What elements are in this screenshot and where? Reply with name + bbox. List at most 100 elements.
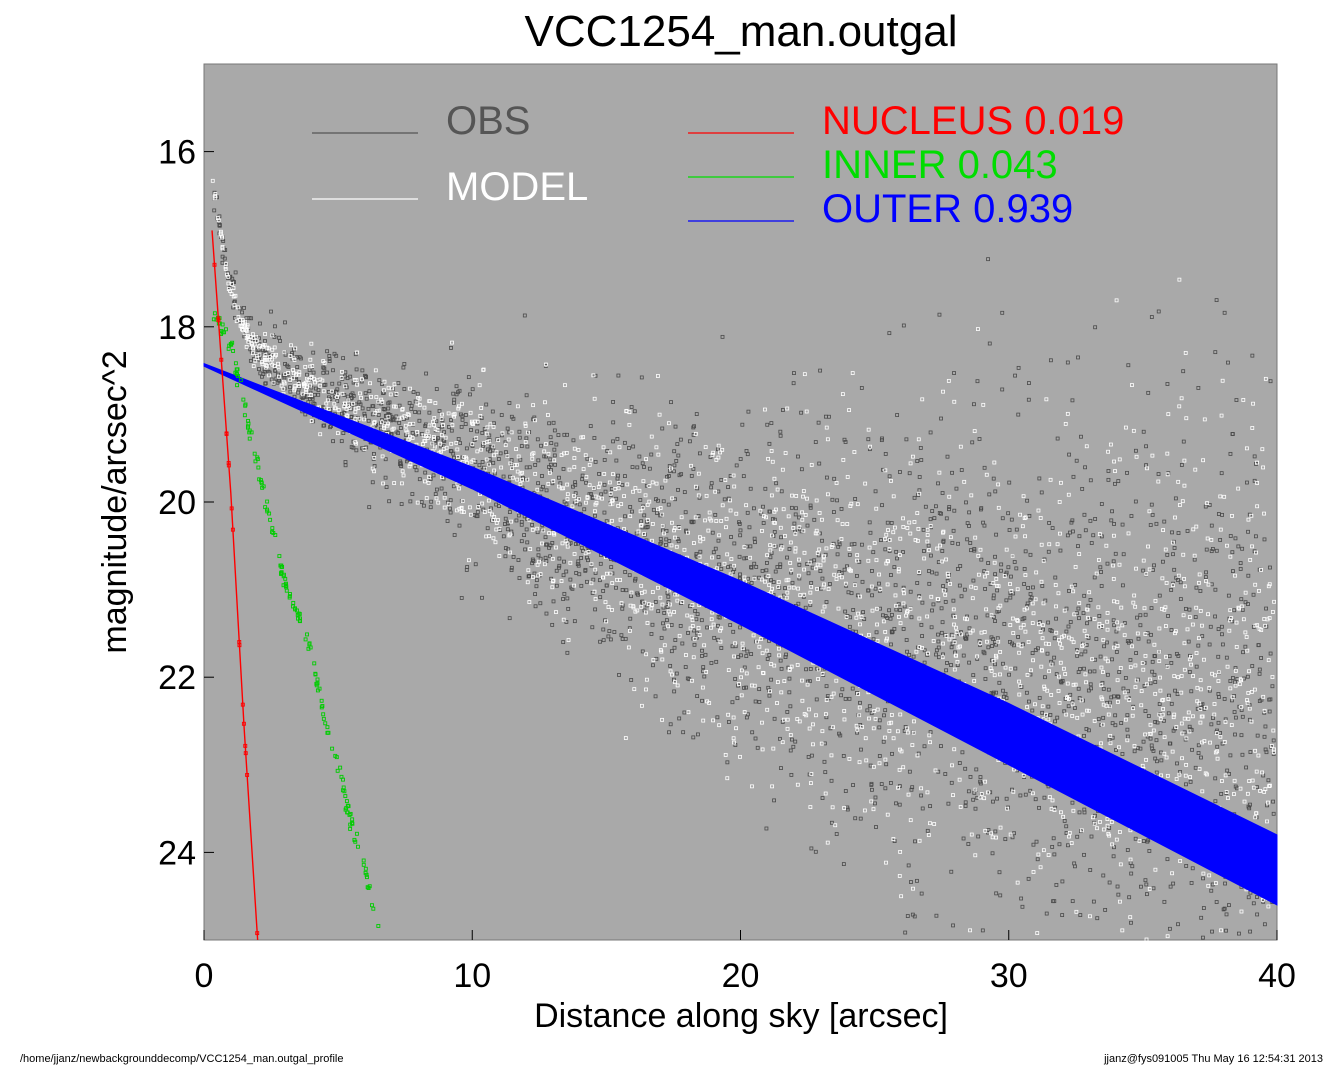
obs-point	[901, 323, 906, 328]
model-point	[1174, 777, 1179, 781]
obs-point	[705, 625, 709, 630]
obs-point	[1037, 805, 1041, 810]
obs-point	[752, 536, 757, 541]
obs-point	[1134, 651, 1138, 655]
obs-point	[1228, 534, 1233, 538]
obs-point	[1194, 585, 1199, 590]
obs-point	[990, 644, 994, 648]
obs-point	[413, 410, 418, 414]
obs-point	[1259, 656, 1263, 660]
obs-point	[1193, 615, 1198, 619]
obs-point	[525, 516, 529, 521]
obs-point	[343, 383, 348, 388]
obs-point	[771, 580, 776, 585]
obs-point	[557, 556, 562, 561]
obs-point	[722, 497, 727, 502]
obs-point	[822, 759, 827, 764]
obs-point	[1251, 901, 1256, 906]
model-point	[515, 477, 520, 482]
obs-point	[986, 645, 991, 650]
obs-point	[295, 355, 300, 360]
model-point	[1173, 515, 1177, 520]
obs-point	[728, 623, 733, 627]
obs-point	[1081, 611, 1086, 616]
obs-point	[451, 451, 456, 456]
obs-point	[662, 611, 667, 615]
obs-point	[299, 356, 303, 361]
model-point	[704, 493, 709, 498]
model-point	[332, 401, 337, 406]
model-point	[855, 502, 860, 507]
obs-point	[1227, 903, 1231, 908]
model-point	[353, 440, 358, 444]
obs-point	[1231, 676, 1235, 680]
obs-point	[742, 685, 746, 690]
obs-point	[904, 638, 909, 642]
model-point	[925, 527, 930, 532]
obs-point	[627, 573, 632, 578]
obs-point	[777, 585, 782, 590]
model-point	[911, 886, 915, 891]
obs-point	[1235, 786, 1239, 791]
obs-point	[791, 744, 796, 749]
obs-point	[285, 363, 290, 368]
obs-point	[1076, 355, 1080, 360]
model-point	[1161, 707, 1165, 711]
obs-point	[1007, 528, 1012, 532]
obs-point	[694, 617, 699, 622]
obs-point	[436, 436, 440, 441]
obs-point	[971, 673, 976, 678]
obs-point	[894, 549, 899, 554]
obs-point	[1159, 758, 1164, 763]
model-point	[899, 894, 904, 899]
obs-point	[383, 457, 388, 462]
obs-point	[383, 475, 388, 480]
obs-point	[956, 541, 960, 546]
obs-point	[1233, 732, 1237, 737]
obs-point	[1144, 444, 1148, 449]
obs-point	[1072, 706, 1077, 710]
obs-point	[974, 767, 979, 772]
obs-point	[1045, 651, 1050, 656]
obs-point	[770, 517, 775, 521]
obs-point	[1185, 529, 1190, 533]
obs-point	[549, 441, 554, 445]
obs-point	[949, 663, 953, 667]
obs-point	[1173, 496, 1178, 501]
obs-point	[1076, 686, 1081, 691]
obs-point	[669, 400, 673, 405]
model-point	[769, 449, 774, 453]
obs-point	[1262, 922, 1267, 927]
model-point	[711, 450, 716, 455]
obs-point	[813, 849, 818, 854]
obs-point	[691, 432, 696, 437]
obs-point	[1216, 720, 1221, 725]
obs-point	[915, 878, 919, 883]
model-point	[981, 402, 986, 407]
obs-point	[1141, 568, 1146, 573]
obs-point	[708, 455, 713, 459]
obs-point	[986, 561, 991, 565]
legend-label-inner: INNER 0.043	[822, 143, 1058, 187]
obs-point	[550, 541, 555, 545]
obs-point	[921, 527, 926, 532]
obs-point	[796, 601, 801, 606]
obs-point	[937, 312, 942, 317]
obs-point	[765, 657, 770, 661]
obs-point	[1253, 534, 1258, 539]
obs-point	[1213, 350, 1218, 355]
obs-point	[1105, 672, 1110, 677]
obs-point	[460, 417, 465, 422]
obs-point	[709, 485, 714, 490]
model-point	[693, 431, 698, 436]
obs-point	[1263, 724, 1268, 729]
obs-point	[1101, 873, 1106, 878]
obs-point	[335, 399, 340, 404]
obs-point	[459, 424, 464, 429]
obs-point	[571, 438, 576, 443]
obs-point	[869, 711, 874, 716]
obs-point	[726, 485, 730, 489]
obs-point	[547, 465, 551, 469]
obs-point	[672, 463, 677, 468]
obs-point	[1025, 498, 1030, 503]
